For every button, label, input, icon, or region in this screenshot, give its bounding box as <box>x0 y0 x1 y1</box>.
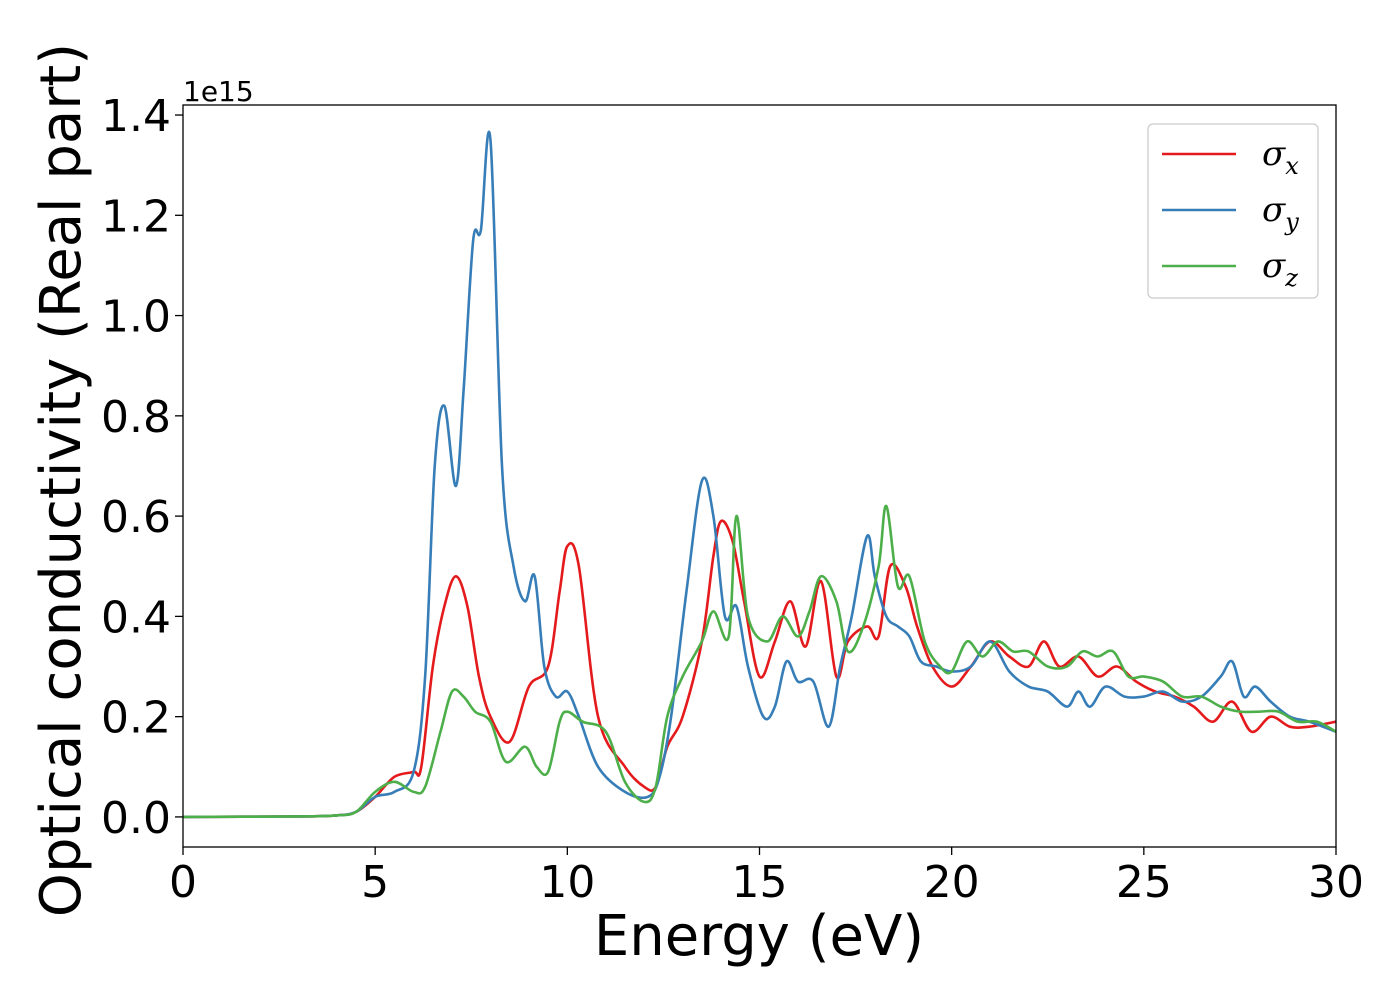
x-tick-label: 15 <box>732 857 788 908</box>
y-tick-label: 0.6 <box>101 492 171 543</box>
x-tick-label: 20 <box>924 857 980 908</box>
y-tick-label: 0.4 <box>101 592 171 643</box>
y-tick-label: 0.2 <box>101 693 171 744</box>
axes-layer: 0 5 10 15 20 25 30 0.0 0.2 0.4 0.6 0.8 1.0 1.2 1.4 <box>101 91 1364 908</box>
x-tick-label: 30 <box>1308 857 1364 908</box>
y-tick-label: 1.4 <box>101 91 171 142</box>
x-tick-label: 0 <box>169 857 197 908</box>
y-tick-label: 0.8 <box>101 392 171 443</box>
legend-label-x: σx <box>1262 134 1299 180</box>
x-axis-title: Energy (eV) <box>594 904 924 969</box>
y-tick-label: 1.2 <box>101 191 171 242</box>
plot-layer <box>183 130 1336 819</box>
y-tick-label: 1.0 <box>101 292 171 343</box>
series-line-x <box>183 519 1336 819</box>
x-tick-label: 10 <box>539 857 595 908</box>
series-line-z <box>183 504 1336 819</box>
y-tick-label: 0.0 <box>101 793 171 844</box>
series-line-y <box>183 130 1336 819</box>
legend-label-z: σz <box>1262 246 1298 292</box>
y-axis-title: Optical conductivity (Real part) <box>29 43 94 917</box>
legend: σx σy σz <box>1147 123 1319 299</box>
legend-label-y: σy <box>1262 190 1299 236</box>
x-tick-label: 25 <box>1116 857 1172 908</box>
y-offset-label: 1e15 <box>183 75 254 108</box>
x-tick-label: 5 <box>361 857 389 908</box>
